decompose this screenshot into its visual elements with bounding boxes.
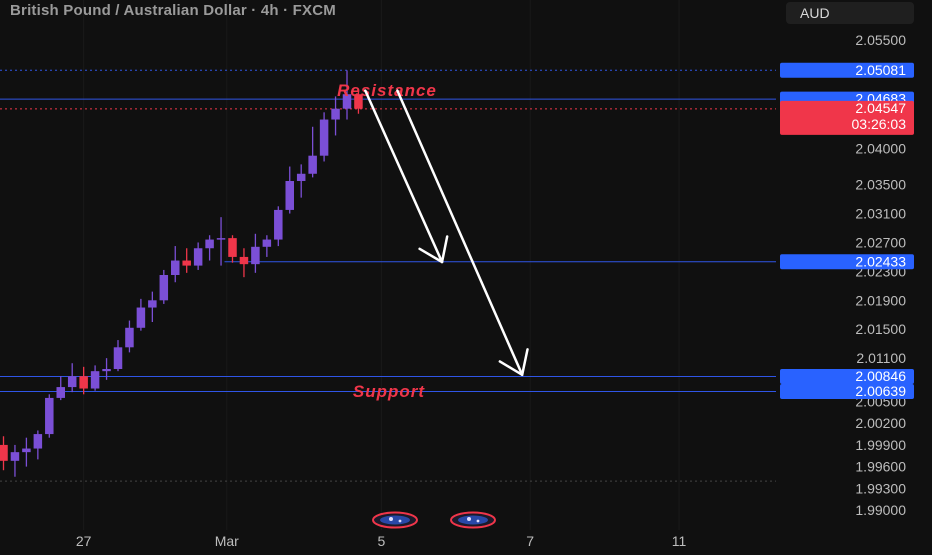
price-label-box-target-1 (780, 254, 914, 270)
event-flag-icon-star (389, 517, 393, 521)
y-tick-label: 2.05500 (855, 32, 906, 48)
candle-body (125, 327, 134, 348)
candle-body (148, 300, 157, 308)
y-tick-label: 2.01100 (856, 350, 906, 366)
candle-body (56, 387, 65, 398)
axis-layer: 2.055002.040002.035002.031002.027002.023… (76, 32, 906, 549)
candle-body (193, 248, 203, 266)
candle-body (45, 397, 54, 435)
grid-layer (83, 0, 680, 530)
arrow-target-2-head (520, 348, 529, 377)
candle-body (228, 238, 237, 257)
price-label-box-support-high (780, 369, 914, 385)
candle-body (182, 260, 191, 266)
price-label-current-price: 2.04547 (855, 100, 906, 116)
y-tick-label: 2.04000 (855, 140, 906, 156)
event-flag-icon-star (476, 519, 480, 523)
y-tick-label: 2.03500 (855, 177, 906, 193)
bar-countdown: 03:26:03 (852, 116, 907, 132)
symbol-title: British Pound / Australian Dollar · 4h ·… (10, 2, 336, 19)
x-tick-label: Mar (215, 533, 239, 549)
candle-body (285, 181, 294, 210)
event-flag-icon-star (467, 517, 471, 521)
candle-body (22, 448, 31, 453)
candle-body (113, 347, 123, 369)
y-tick-label: 1.99000 (855, 502, 906, 518)
y-tick-label: 2.01900 (855, 292, 906, 308)
candle-body (274, 209, 283, 240)
support-annotation: Support (353, 382, 425, 401)
price-label-resistance-high: 2.05081 (855, 62, 906, 78)
resistance-annotation: Resistance (337, 81, 437, 100)
candle-body (331, 108, 340, 120)
candle-body (239, 256, 249, 265)
candle-body (342, 94, 352, 109)
candle-body (90, 371, 100, 389)
candle-body (251, 246, 260, 265)
arrow-target-1-shaft (364, 89, 444, 264)
y-tick-label: 1.99600 (855, 459, 906, 475)
arrows-layer (364, 89, 529, 377)
price-label-box-current-price (780, 100, 914, 135)
y-tick-label: 2.02700 (855, 234, 906, 250)
candle-body (205, 239, 214, 249)
x-tick-label: 27 (76, 533, 92, 549)
arrow-target-2-head (498, 360, 524, 377)
candle-body (67, 376, 77, 388)
price-label-box-resistance-high (780, 62, 914, 78)
annotation-layer: Resistance Support (337, 81, 437, 401)
candle-body (33, 434, 43, 449)
event-flag-icon-inner (458, 515, 488, 525)
price-label-box-support-low (780, 383, 914, 399)
candle-body (0, 444, 8, 461)
candle-body (296, 173, 306, 181)
candle-body (262, 239, 272, 247)
candle-body (136, 307, 146, 328)
candle-body (354, 94, 363, 109)
y-tick-label: 1.99900 (855, 437, 906, 453)
candles-layer (0, 70, 363, 477)
event-flag-icon-inner (380, 515, 410, 525)
labels-layer: 2.050812.046832.0454703:26:032.024332.00… (780, 62, 914, 399)
currency-selector[interactable]: AUD (786, 2, 914, 24)
y-tick-label: 1.99300 (855, 480, 906, 496)
candle-body (171, 260, 180, 275)
events-layer (372, 511, 496, 529)
levels-layer (0, 69, 776, 482)
candle-body (102, 369, 111, 372)
price-label-target-1: 2.02433 (855, 253, 906, 269)
arrow-target-1-head (440, 235, 449, 264)
y-tick-label: 2.03100 (855, 206, 906, 222)
x-tick-label: 5 (377, 533, 385, 549)
candle-body (10, 452, 20, 461)
arrow-target-1-head (418, 247, 444, 264)
y-tick-label: 2.01500 (855, 321, 906, 337)
price-label-support-low: 2.00639 (855, 383, 906, 399)
candle-body (308, 155, 317, 174)
candle-body (319, 119, 329, 156)
candle-body (79, 376, 88, 389)
x-tick-label: 7 (526, 533, 534, 549)
candle-body (216, 238, 226, 240)
event-flag-icon-star (398, 519, 402, 523)
y-tick-label: 2.00200 (855, 415, 906, 431)
arrow-target-2-shaft (396, 89, 524, 377)
candle-body (159, 275, 169, 301)
price-label-support-high: 2.00846 (855, 368, 906, 384)
x-tick-label: 11 (672, 533, 687, 549)
